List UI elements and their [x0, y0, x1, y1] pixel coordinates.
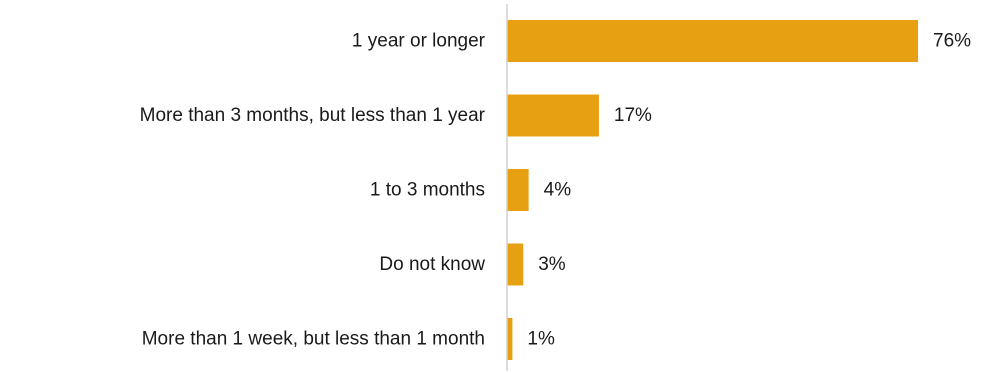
category-labels: 1 year or longer More than 3 months, but … [140, 31, 486, 350]
category-label: 1 year or longer [352, 31, 486, 52]
bar [507, 20, 918, 62]
bar [507, 318, 513, 360]
value-label: 76% [933, 31, 971, 52]
category-label: More than 3 months, but less than 1 year [140, 105, 486, 126]
bar [507, 94, 599, 137]
value-labels: 76% 17% 4% 3% 1% [527, 31, 971, 350]
bar [507, 169, 529, 211]
value-label: 1% [527, 329, 555, 350]
bar [507, 243, 524, 286]
value-label: 3% [538, 254, 566, 275]
value-label: 4% [544, 180, 572, 201]
value-label: 17% [614, 105, 652, 126]
bars [507, 20, 918, 360]
category-label: Do not know [379, 254, 485, 275]
category-label: 1 to 3 months [370, 180, 485, 201]
category-label: More than 1 week, but less than 1 month [142, 329, 485, 350]
